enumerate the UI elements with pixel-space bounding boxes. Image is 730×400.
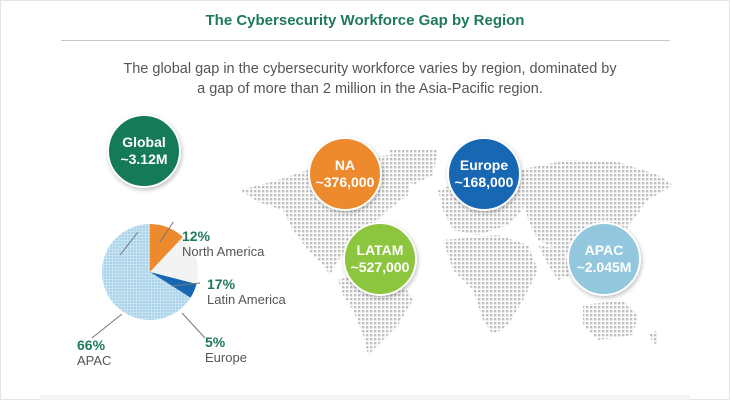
pie-slice-latin-america (150, 237, 199, 284)
pie-slice-europe (150, 272, 197, 298)
pie-slice-apac (101, 223, 191, 320)
bubble-latam: LATAM ~527,000 (343, 222, 417, 296)
bubble-na: NA ~376,000 (308, 137, 382, 211)
pie-label-europe: 5% Europe (205, 334, 247, 365)
pie-slice-north-america (150, 223, 183, 272)
title-divider (61, 40, 670, 41)
region-pie-chart (101, 222, 199, 320)
bubble-global: Global ~3.12M (107, 114, 181, 188)
pie-label-latin-america: 17% Latin America (207, 276, 286, 307)
bubble-apac: APAC ~2.045M (567, 222, 641, 296)
bubble-europe: Europe ~168,000 (447, 137, 521, 211)
chart-title: The Cybersecurity Workforce Gap by Regio… (205, 12, 525, 29)
pie-label-north-america: 12% North America (182, 228, 265, 259)
pie-label-apac: 66% APAC (77, 337, 112, 368)
bottom-bar (40, 395, 690, 400)
chart-subtitle: The global gap in the cybersecurity work… (123, 61, 617, 97)
pie-leader-lines (91, 231, 206, 339)
